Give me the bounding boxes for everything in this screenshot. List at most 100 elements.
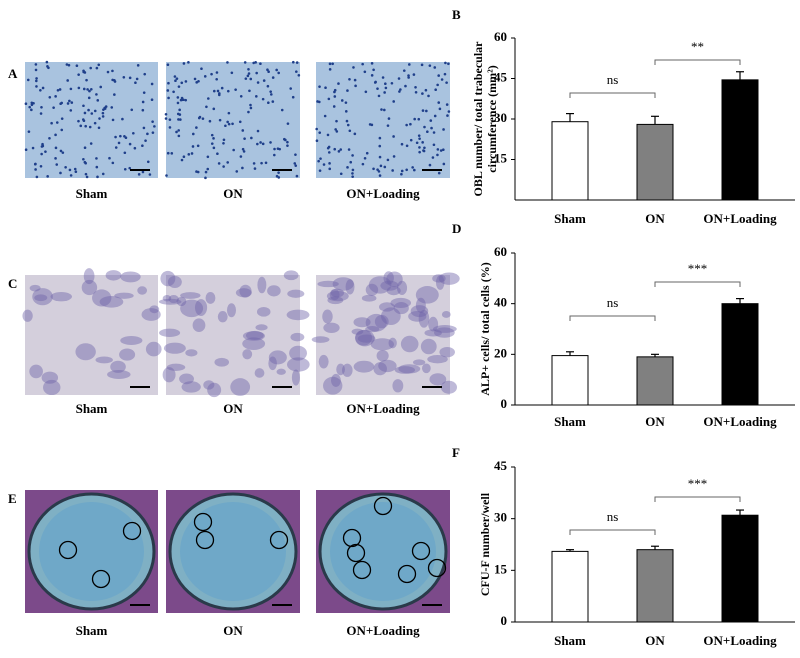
cell xyxy=(168,126,172,129)
cell xyxy=(180,158,184,162)
x-tick-label: ON xyxy=(645,211,665,226)
cell xyxy=(261,142,265,146)
cell xyxy=(322,309,333,324)
cell xyxy=(322,163,326,166)
cell xyxy=(347,148,351,151)
cell xyxy=(438,107,442,111)
cell xyxy=(141,308,161,321)
cell xyxy=(120,336,143,345)
cell xyxy=(386,271,403,288)
cell xyxy=(430,126,433,130)
cell xyxy=(266,84,270,88)
cell xyxy=(40,105,43,109)
cell xyxy=(226,61,229,64)
cell xyxy=(332,277,354,291)
cell xyxy=(261,97,265,101)
cell xyxy=(146,132,149,136)
significance-bracket xyxy=(654,281,741,287)
cell xyxy=(30,103,34,107)
cell xyxy=(172,90,175,94)
cell xyxy=(64,165,67,169)
x-tick-label: Sham xyxy=(554,211,586,226)
cell xyxy=(337,82,340,85)
cell xyxy=(364,90,368,94)
cell xyxy=(145,341,162,357)
cell xyxy=(405,168,409,172)
cell xyxy=(436,153,439,157)
cell xyxy=(345,119,349,123)
cell xyxy=(400,172,403,176)
bar xyxy=(551,355,589,406)
cell xyxy=(167,275,182,289)
cell xyxy=(439,149,443,152)
cell xyxy=(429,373,447,386)
cell xyxy=(287,289,305,298)
cell xyxy=(262,79,266,82)
bar xyxy=(721,514,759,623)
cell xyxy=(294,164,298,167)
cell xyxy=(66,102,70,105)
cell xyxy=(247,110,250,114)
cell xyxy=(365,151,369,155)
cell xyxy=(218,118,222,122)
cell xyxy=(412,73,416,76)
cell xyxy=(408,310,427,322)
y-tick-label: 45 xyxy=(494,458,508,473)
cell xyxy=(81,279,98,296)
cell xyxy=(291,369,300,386)
cell xyxy=(205,292,216,304)
significance-bracket xyxy=(569,92,656,98)
cell xyxy=(415,141,419,145)
cell xyxy=(333,147,337,151)
cell xyxy=(334,128,337,131)
cell xyxy=(340,99,344,102)
cell xyxy=(207,382,222,398)
cell xyxy=(137,286,148,295)
cell xyxy=(54,95,57,98)
colony-marker xyxy=(91,569,111,589)
cell xyxy=(249,106,253,110)
cell xyxy=(370,62,374,65)
y-tick-label: 15 xyxy=(494,150,508,165)
cell xyxy=(400,169,404,173)
cell xyxy=(405,123,408,127)
cell xyxy=(34,63,38,66)
cell xyxy=(177,85,181,88)
cell xyxy=(84,172,88,176)
image-caption: ON xyxy=(223,401,243,416)
colony-marker xyxy=(397,564,417,584)
cell xyxy=(54,157,57,160)
panel-label: E xyxy=(8,491,17,506)
micrograph xyxy=(24,60,158,179)
cell xyxy=(150,82,154,86)
cell xyxy=(267,101,270,105)
cell xyxy=(136,64,140,67)
cell xyxy=(97,126,101,130)
cell xyxy=(277,171,280,174)
cell xyxy=(81,118,85,121)
cell xyxy=(318,354,329,369)
colony-marker xyxy=(269,530,289,550)
cell xyxy=(241,166,244,170)
cell xyxy=(77,73,80,76)
cell xyxy=(397,77,401,80)
cell xyxy=(286,122,290,125)
cell xyxy=(142,91,146,94)
cell xyxy=(351,172,354,175)
cell xyxy=(181,381,201,393)
cell xyxy=(291,95,295,99)
cell xyxy=(67,63,71,67)
cell xyxy=(110,106,114,109)
cell xyxy=(286,309,310,321)
cell xyxy=(162,367,176,383)
cell xyxy=(111,78,114,82)
cell xyxy=(255,71,258,75)
cell xyxy=(134,81,137,84)
cell xyxy=(432,131,436,134)
cell xyxy=(226,89,230,93)
cell xyxy=(379,302,395,312)
cell xyxy=(351,154,354,157)
cell xyxy=(93,109,97,113)
cell xyxy=(212,89,216,93)
colony-marker xyxy=(373,496,393,516)
